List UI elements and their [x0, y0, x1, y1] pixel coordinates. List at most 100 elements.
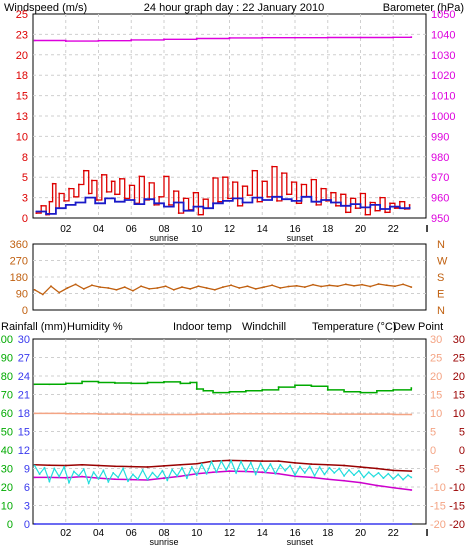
- indoor-temp-line: [34, 412, 412, 416]
- windchill-label: Windchill: [242, 321, 286, 333]
- windspeed-point-27: [158, 196, 160, 198]
- indoor-temp-point-5: [195, 413, 198, 415]
- dew-point-point-0: [33, 476, 36, 479]
- windspeed-point-55: [295, 202, 298, 205]
- wind-average-point-18: [212, 202, 214, 205]
- windspeed-point-72: [379, 196, 381, 199]
- panel-temperature-time-sunrise-label: sunrise: [149, 537, 178, 547]
- windchill-point-53: [294, 474, 296, 476]
- temperature-point-2: [65, 464, 67, 467]
- windspeed-point-30: [173, 190, 175, 192]
- wind-average-point-34: [369, 204, 372, 206]
- indoor-temp-point-3: [130, 413, 132, 416]
- windspeed-point-74: [389, 202, 391, 205]
- temperature-tick-5: 5: [459, 427, 465, 439]
- panel-wind-time-tick-18: 18: [322, 224, 334, 235]
- windchill-point-69: [372, 475, 375, 478]
- barometer-point-0: [33, 39, 36, 42]
- windspeed-point-7: [63, 200, 65, 202]
- wind-direction-point-1: [42, 293, 44, 296]
- rainfall-tick-9: 9: [24, 464, 30, 476]
- panel-temperature-time-tick-06: 06: [126, 528, 138, 539]
- windspeed-point-62: [330, 191, 332, 194]
- windchill-point-71: [382, 477, 385, 479]
- windspeed-point-68: [359, 192, 362, 195]
- dew-point-label: Dew Point: [393, 321, 443, 333]
- windspeed-point-75: [394, 207, 396, 209]
- windchill-point-26: [161, 469, 164, 472]
- wind-average-point-29: [320, 199, 322, 201]
- temperature-point-8: [163, 465, 165, 467]
- windspeed-point-17: [110, 180, 113, 183]
- wind-direction-point-22: [214, 289, 216, 291]
- panel-wind-time-tick-06: 06: [126, 224, 138, 235]
- windspeed-tick-3: 3: [22, 193, 28, 205]
- windspeed-point-59: [315, 204, 318, 206]
- windspeed-point-25: [148, 182, 151, 184]
- wind-direction-point-19: [189, 288, 191, 290]
- temperature-tick-3: 15: [453, 390, 465, 402]
- humidity-point-10: [189, 381, 191, 384]
- windchill-point-9: [78, 475, 80, 477]
- windspeed-point-60: [320, 187, 322, 190]
- windchill-point-48: [269, 463, 272, 465]
- dew-point-point-20: [359, 481, 362, 484]
- dew-point-point-12: [228, 470, 231, 472]
- dew-point-point-22: [392, 486, 394, 489]
- wind-direction-point-45: [402, 283, 404, 286]
- rainfall-tick-21: 21: [18, 390, 30, 402]
- windchill-point-47: [264, 471, 267, 473]
- humidity-point-17: [277, 386, 280, 388]
- windspeed-point-69: [364, 213, 367, 216]
- windchill-point-41: [235, 472, 237, 474]
- windchill-point-15: [107, 481, 110, 483]
- indoor-temp-point-10: [359, 413, 362, 415]
- panel-temperature-time-tick-12: 12: [224, 528, 236, 539]
- windchill-point-43: [245, 470, 247, 473]
- indoor-temp-tick-10: -20: [430, 519, 446, 531]
- wind-average-point-36: [389, 205, 391, 208]
- windspeed-tick-8: 8: [22, 152, 28, 164]
- windspeed-point-16: [105, 191, 108, 193]
- windchill-point-64: [348, 469, 350, 471]
- windspeed-tick-18: 18: [16, 70, 28, 82]
- windchill-point-18: [122, 467, 124, 470]
- panel-wind-time-tick-14: 14: [257, 224, 269, 235]
- temperature-tick-2: 20: [453, 371, 465, 383]
- dew-point-point-8: [163, 477, 165, 479]
- compass-tick-0: N: [437, 239, 445, 251]
- wind-direction-point-5: [74, 283, 77, 286]
- windspeed-point-35: [197, 213, 200, 216]
- compass-tick-1: W: [437, 256, 448, 268]
- windspeed-tick-0: 0: [22, 213, 28, 225]
- barometer-point-10: [359, 36, 362, 39]
- wind-direction-point-7: [91, 284, 93, 286]
- temperature-label: Temperature (°C): [312, 321, 396, 333]
- wind-average-point-26: [290, 200, 293, 202]
- temperature-tick-4: 10: [453, 408, 465, 420]
- windspeed-point-47: [256, 200, 259, 203]
- panel-wind-time-tick-04: 04: [93, 224, 105, 235]
- humidity-point-19: [310, 385, 313, 387]
- barometer-axis-label: Barometer (hPa): [383, 2, 464, 14]
- windspeed-tick-25: 25: [16, 9, 28, 21]
- wind-direction-point-10: [115, 289, 118, 291]
- dew-point-point-15: [277, 472, 280, 475]
- humidity-point-18: [294, 384, 296, 386]
- windchill-point-38: [220, 460, 223, 462]
- wind-direction-point-23: [222, 286, 224, 288]
- windspeed-tick-23: 23: [16, 29, 28, 41]
- wind-average-point-11: [143, 198, 146, 200]
- wind-direction-point-14: [148, 288, 151, 290]
- dew-point-point-9: [179, 475, 182, 478]
- windchill-point-55: [304, 472, 306, 474]
- indoor-temp-point-9: [326, 413, 329, 415]
- wind-direction-point-25: [238, 287, 241, 289]
- barometer-tick-970: 970: [431, 172, 449, 184]
- barometer-tick-1040: 1040: [431, 29, 455, 41]
- barometer-point-9: [326, 36, 329, 39]
- wind-average-point-9: [123, 199, 126, 201]
- wind-direction-point-29: [271, 284, 273, 286]
